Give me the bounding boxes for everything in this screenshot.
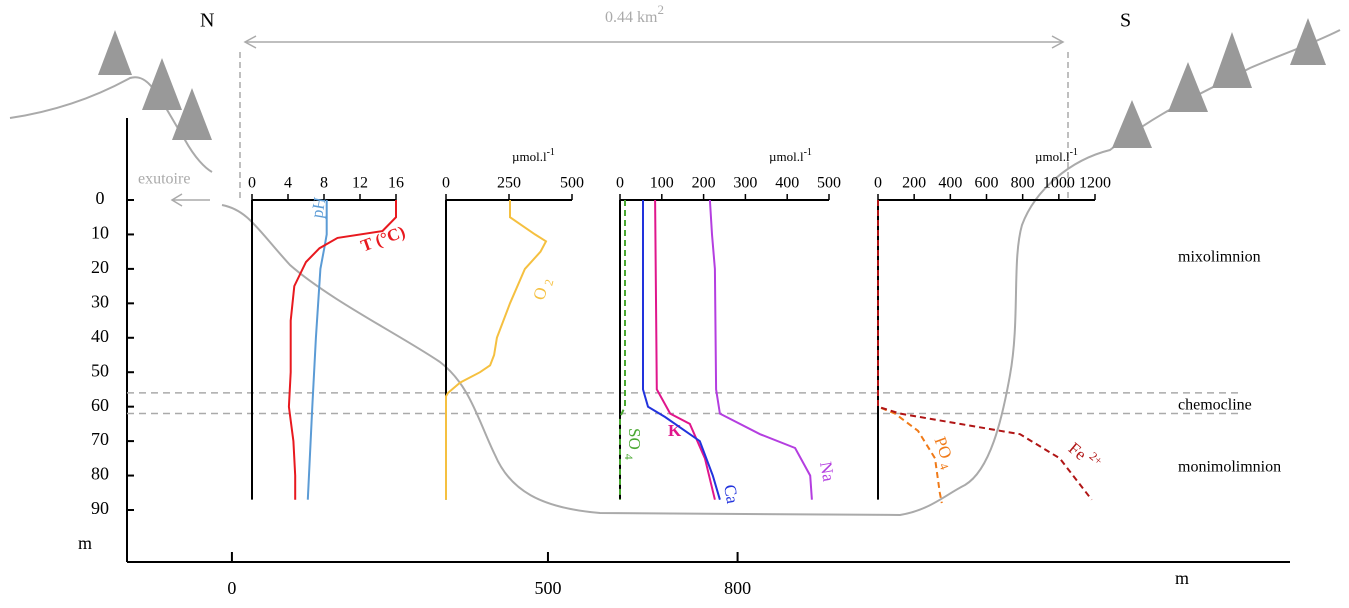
zone-label: monimolimnion [1178,459,1281,476]
series-subscript: 4 [622,454,636,460]
y-tick-label: 20 [91,257,109,277]
profile-line [654,199,716,500]
x-tick-label: 800 [1011,175,1035,192]
y-tick-label: 80 [91,464,109,484]
area-text: 0.44 km [605,9,658,26]
series-name: pH [307,196,329,220]
profile-line [877,200,1093,501]
tree [98,30,132,75]
x-tick-label: 250 [497,175,521,192]
series-label: pH [307,196,329,220]
x-tick-label: 100 [650,175,674,192]
zone-label: mixolimnion [1178,249,1261,266]
south-label: S [1120,10,1131,32]
unit-text: µmol.l [1035,149,1070,164]
tree [1290,18,1326,65]
profile-line [619,200,626,500]
x-tick-label: 500 [534,578,561,598]
unit-text: µmol.l [512,149,547,164]
x-tick-label: 4 [284,175,292,192]
profile-line [877,200,943,504]
y-tick-label: 60 [91,395,109,415]
x-tick-label: 300 [733,175,757,192]
area-arrow [170,35,1069,207]
unit-text: µmol.l [769,149,804,164]
x-tick-label: 200 [692,175,716,192]
x-tick-label: 8 [320,175,328,192]
y-axis-label: m [78,533,92,553]
area-label: 0.44 km2 [605,2,664,26]
tree [142,58,182,110]
unit-label: µmol.l-1 [769,147,812,164]
x-tick-label: 0 [227,578,236,598]
y-tick-label: 10 [91,223,109,243]
x-tick-label: 16 [388,175,404,192]
x-tick-label: 1000 [1043,175,1075,192]
series-name: T (°C) [358,222,407,255]
x-tick-label: 500 [817,175,841,192]
series-label: Fe2+ [1065,435,1106,475]
x-tick-label: 0 [442,175,450,192]
series-superscript: 2+ [1087,449,1106,468]
series-label: T (°C) [358,222,407,255]
x-tick-label: 800 [724,578,751,598]
area-exp: 2 [657,2,664,17]
series-subscript: 2 [541,278,556,287]
unit-exp: -1 [547,147,555,158]
outlet-label: exutoire [138,171,190,188]
x-axis-label: m [1175,568,1189,588]
y-tick-label: 40 [91,326,109,346]
tree [172,88,212,140]
north-label: N [200,10,214,32]
profile-line [642,200,721,500]
series-label: Na [816,460,838,483]
x-tick-label: 0 [616,175,624,192]
profile-line [306,200,328,500]
landscape [9,18,1341,517]
series-label: Ca [720,483,742,505]
left-bank [9,76,213,173]
lake-bottom [221,29,1341,517]
series-name: SO [625,428,644,450]
profile-line [287,200,397,500]
profile-line [708,199,813,500]
zone-label: chemocline [1178,397,1252,414]
y-tick-label: 70 [91,429,109,449]
series-subscript: 4 [937,461,952,471]
unit-label: µmol.l-1 [1035,147,1078,164]
x-tick-label: 12 [352,175,368,192]
x-tick-label: 600 [975,175,999,192]
x-tick-label: 0 [248,175,256,192]
profile-line [445,200,548,500]
series-name: Na [816,460,838,483]
unit-exp: -1 [804,147,812,158]
series-label: SO 4 [622,428,644,460]
series-name: Fe [1065,439,1090,464]
unit-exp: -1 [1070,147,1078,158]
tree [1212,32,1252,88]
y-tick-label: 30 [91,291,109,311]
y-tick-label: 50 [91,360,109,380]
x-tick-label: 200 [902,175,926,192]
series-label: O2 [529,276,556,303]
x-tick-label: 1200 [1079,175,1111,192]
x-tick-label: 500 [560,175,584,192]
x-tick-label: 400 [775,175,799,192]
tree [1112,100,1152,148]
y-tick-label: 90 [91,498,109,518]
series-name: O [529,285,551,302]
unit-label: µmol.l-1 [512,147,555,164]
series-name: Ca [720,483,742,505]
x-tick-label: 400 [938,175,962,192]
y-tick-label: 0 [96,188,105,208]
x-tick-label: 0 [874,175,882,192]
tree [1168,62,1208,112]
